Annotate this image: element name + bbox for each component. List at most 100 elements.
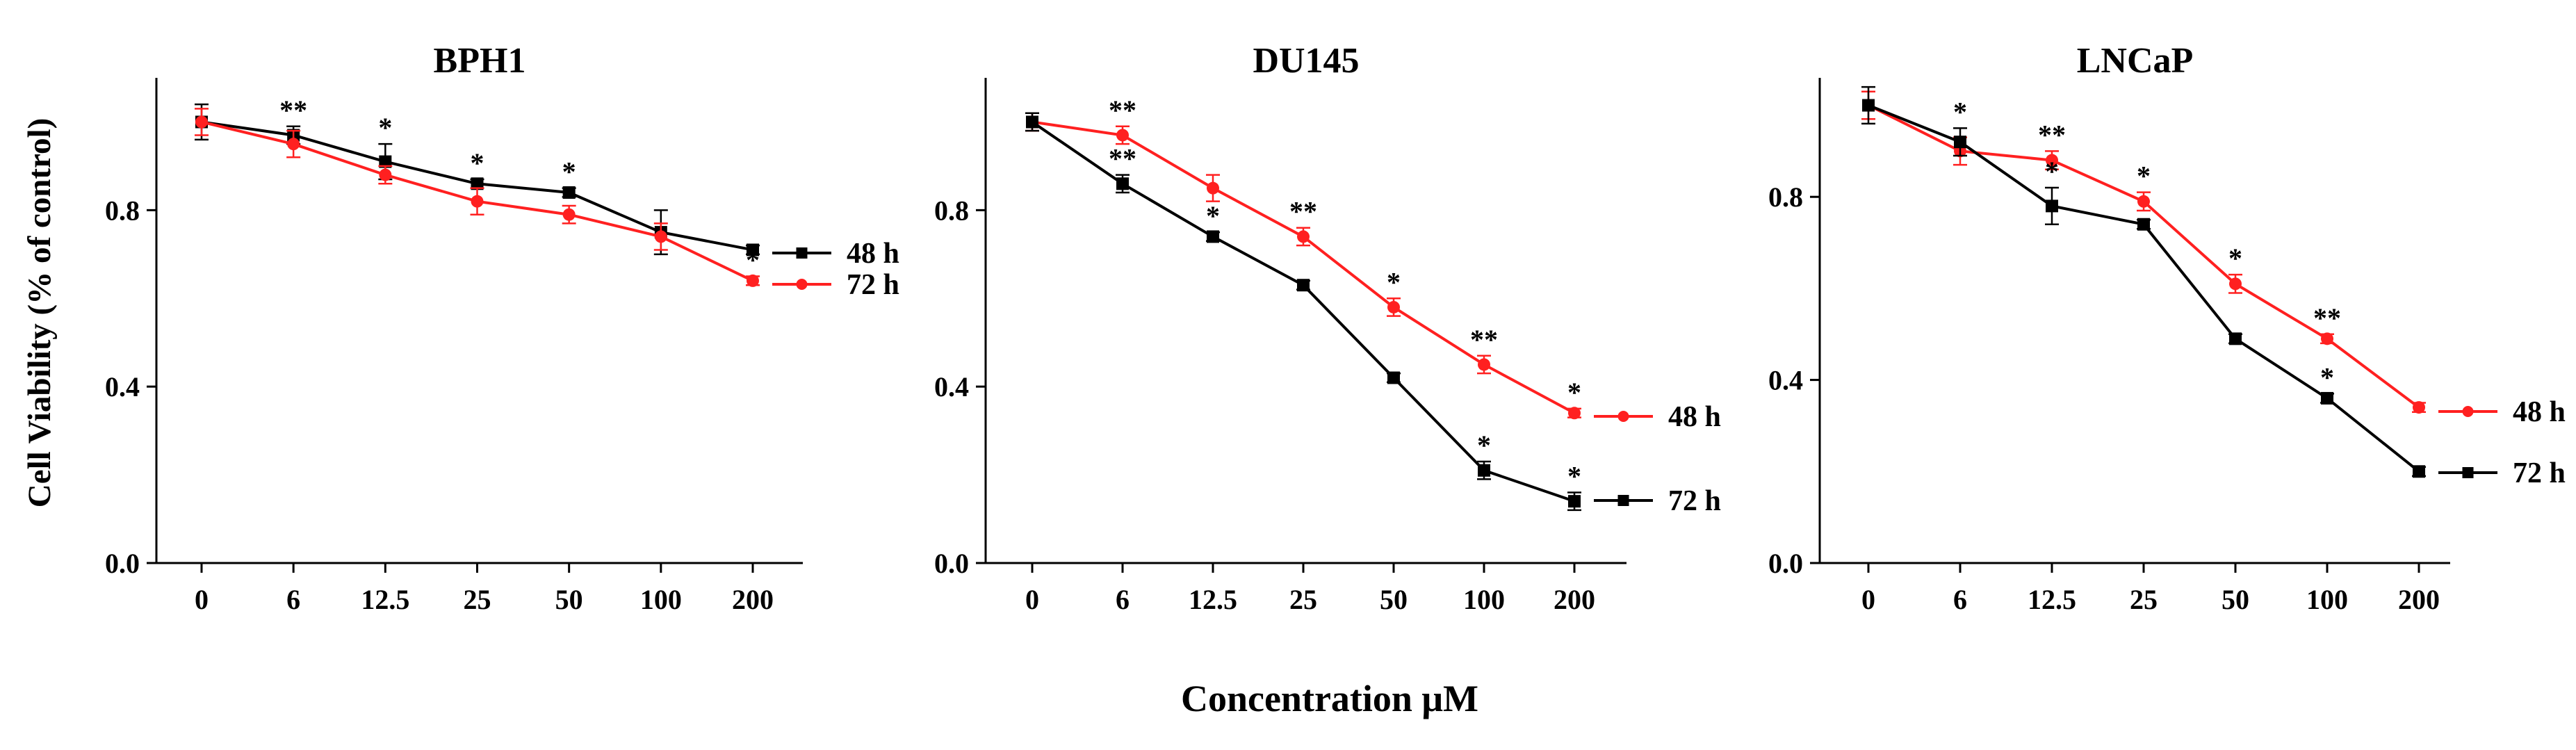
data-point [1478,464,1490,477]
data-point [1954,136,1966,149]
x-axis-label: Concentration μM [1181,678,1478,719]
data-point [2229,332,2242,345]
significance-label: * [1567,377,1581,408]
data-point [1207,230,1219,243]
series-line [1031,120,1575,503]
significance-label: * [2320,361,2334,393]
y-tick-label: 0.8 [934,195,969,226]
data-point [2046,199,2058,213]
chart-title: LNCaP [2077,41,2194,81]
y-tick-label: 0.0 [1768,548,1803,579]
significance-label: ** [2038,119,2066,150]
legend-marker [1617,411,1629,422]
x-tick-label: 100 [1463,584,1505,615]
data-point [1207,181,1219,195]
significance-label: * [1567,460,1581,491]
x-tick-label: 0 [195,584,209,615]
y-tick-label: 0.0 [105,548,140,579]
significance-label: * [378,112,392,143]
data-point [1387,371,1400,384]
x-tick-label: 100 [2306,584,2348,615]
legend-label: 48 h [1668,401,1721,433]
significance-label: * [562,156,576,188]
x-tick-label: 50 [555,584,583,615]
chart-title: BPH1 [434,41,526,81]
data-point [747,243,759,256]
data-point [2413,465,2425,478]
significance-label: ** [2313,302,2341,334]
x-tick-label: 25 [1289,584,1317,615]
significance-label: * [2228,243,2242,274]
significance-label: ** [279,95,307,126]
legend-label: 48 h [2513,396,2566,428]
data-point [195,115,208,129]
significance-label: ** [1109,143,1136,174]
data-point [1116,177,1129,190]
significance-label: * [471,147,484,179]
data-point [654,230,667,243]
x-tick-label: 0 [1861,584,1875,615]
data-point [2137,218,2150,231]
legend-label: 48 h [847,238,899,270]
legend-marker [2462,406,2474,417]
data-point [1116,129,1129,142]
significance-label: ** [1109,95,1136,126]
data-point [1387,300,1400,313]
x-tick-label: 200 [1554,584,1595,615]
data-point [2137,195,2150,208]
data-point [1478,358,1490,371]
data-point [2046,154,2058,167]
significance-label: * [2137,161,2151,192]
y-tick-label: 0.8 [105,195,140,226]
significance-label: * [2045,156,2059,187]
y-tick-label: 0.0 [934,548,969,579]
significance-label: * [1206,200,1220,231]
series-line [1868,104,2420,409]
x-tick-label: 6 [1953,584,1967,615]
data-point [379,155,392,168]
data-point [747,274,759,287]
x-tick-label: 100 [640,584,682,615]
data-point [471,195,484,208]
data-point [2321,391,2333,405]
data-point [471,177,484,190]
data-point [562,186,576,199]
data-point [1297,230,1310,243]
legend-marker [796,247,808,259]
y-axis-label: Cell Viability (% of control) [22,118,58,507]
y-tick-label: 0.4 [1768,365,1803,396]
x-tick-label: 6 [286,584,300,615]
x-tick-label: 0 [1025,584,1039,615]
legend-label: 72 h [2513,457,2566,489]
data-point [562,208,576,221]
data-point [287,138,300,151]
y-tick-label: 0.4 [105,371,140,402]
data-point [1026,115,1038,129]
data-point [379,168,392,181]
legend-label: 72 h [847,269,899,301]
y-tick-label: 0.4 [934,371,969,402]
y-tick-label: 0.8 [1768,181,1803,213]
data-point [1568,495,1581,508]
x-tick-label: 50 [2222,584,2249,615]
data-point [2321,332,2333,345]
x-tick-label: 200 [732,584,774,615]
significance-label: * [1953,96,1967,127]
significance-label: * [746,245,760,276]
x-tick-label: 200 [2398,584,2440,615]
x-tick-label: 12.5 [2028,584,2076,615]
chart-title: DU145 [1253,41,1359,81]
x-tick-label: 50 [1380,584,1408,615]
x-tick-label: 25 [464,584,491,615]
data-point [1568,407,1581,420]
data-point [1862,99,1875,112]
significance-label: * [1477,430,1491,461]
significance-label: ** [1470,324,1498,355]
x-tick-label: 12.5 [361,584,409,615]
data-point [2229,277,2242,291]
legend-marker [2462,467,2474,478]
